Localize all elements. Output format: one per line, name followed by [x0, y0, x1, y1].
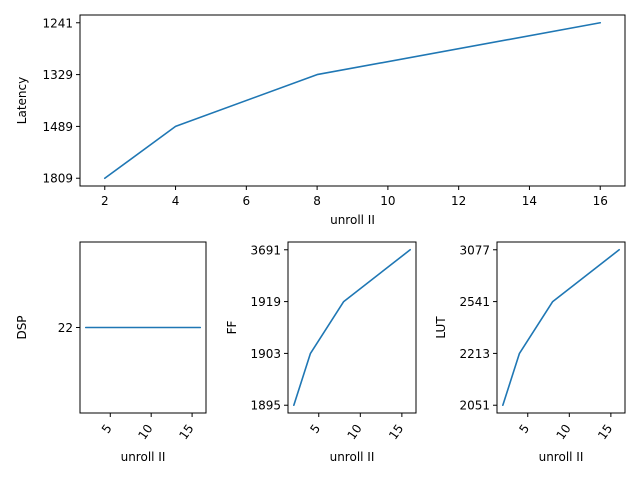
x-axis-label-ff: unroll II	[330, 450, 375, 464]
y-tick-label: 1919	[250, 295, 281, 309]
x-tick-label: 5	[516, 422, 532, 436]
y-tick-label: 3077	[459, 243, 490, 257]
x-tick-label: 15	[386, 422, 406, 443]
x-tick-label: 16	[593, 194, 608, 208]
series-line-ff	[293, 248, 411, 407]
y-axis-label-lut: LUT	[434, 316, 448, 339]
y-axis-label-ff: FF	[225, 321, 239, 335]
x-tick-label: 14	[522, 194, 537, 208]
y-tick-label: 2541	[459, 295, 490, 309]
axes-frame-latency	[79, 14, 626, 187]
x-tick-label: 6	[243, 194, 251, 208]
y-tick-label: 1241	[42, 16, 73, 30]
x-tick-label: 5	[99, 422, 115, 436]
y-tick-label: 1903	[250, 347, 281, 361]
x-tick-label: 10	[554, 422, 574, 443]
chart-panel-latency: 2 4 6 8 10 12 14 16 1809 1489 1329 1241 unroll II Lat…	[15, 14, 626, 227]
axes-frame-ff	[287, 241, 417, 414]
y-tick-label: 1895	[250, 399, 281, 413]
x-tick-label: 4	[172, 194, 180, 208]
y-tick-label: 22	[58, 321, 73, 335]
x-axis-label-latency: unroll II	[330, 213, 375, 227]
y-tick-label: 1809	[42, 172, 73, 186]
x-tick-label: 10	[345, 422, 365, 443]
y-tick-label: 1489	[42, 120, 73, 134]
chart-panel-ff: 5 10 15 1895 1903 1919 3691 unroll II FF	[225, 241, 417, 464]
x-tick-label: 10	[380, 194, 395, 208]
x-tick-label: 12	[451, 194, 466, 208]
axes-frame-lut	[496, 241, 626, 414]
y-tick-label: 1329	[42, 68, 73, 82]
x-axis-label-lut: unroll II	[539, 450, 584, 464]
x-axis-label-dsp: unroll II	[121, 450, 166, 464]
x-tick-label: 8	[313, 194, 321, 208]
x-tick-label: 15	[595, 422, 615, 443]
x-tick-label: 2	[101, 194, 109, 208]
chart-panel-lut: 5 10 15 2051 2213 2541 3077 unroll II LUT	[434, 241, 626, 464]
chart-panel-dsp: 5 10 15 22 unroll II DSP	[15, 241, 207, 464]
x-tick-label: 5	[307, 422, 323, 436]
y-axis-label-dsp: DSP	[15, 315, 29, 339]
y-tick-label: 2213	[459, 347, 490, 361]
series-line-lut	[502, 248, 620, 407]
series-line-latency	[103, 21, 602, 180]
y-tick-label: 3691	[250, 243, 281, 257]
x-tick-label: 15	[176, 422, 196, 443]
y-tick-label: 2051	[459, 399, 490, 413]
x-tick-label: 10	[135, 422, 155, 443]
y-axis-label-latency: Latency	[15, 77, 29, 124]
